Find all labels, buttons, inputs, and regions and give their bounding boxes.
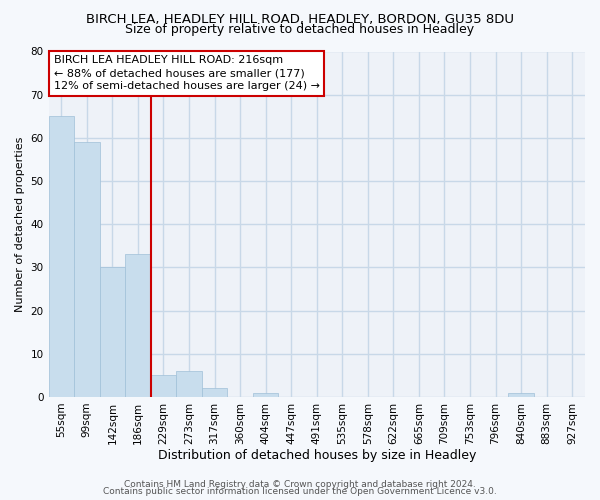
Text: BIRCH LEA, HEADLEY HILL ROAD, HEADLEY, BORDON, GU35 8DU: BIRCH LEA, HEADLEY HILL ROAD, HEADLEY, B… [86, 12, 514, 26]
X-axis label: Distribution of detached houses by size in Headley: Distribution of detached houses by size … [158, 450, 476, 462]
Bar [253, 392, 278, 397]
Bar [151, 376, 176, 397]
Bar [49, 116, 74, 397]
Bar [125, 254, 151, 397]
Bar [202, 388, 227, 397]
Bar [74, 142, 100, 397]
Text: Contains public sector information licensed under the Open Government Licence v3: Contains public sector information licen… [103, 487, 497, 496]
Text: Size of property relative to detached houses in Headley: Size of property relative to detached ho… [125, 22, 475, 36]
Text: BIRCH LEA HEADLEY HILL ROAD: 216sqm
← 88% of detached houses are smaller (177)
1: BIRCH LEA HEADLEY HILL ROAD: 216sqm ← 88… [54, 55, 320, 92]
Bar [100, 268, 125, 397]
Text: Contains HM Land Registry data © Crown copyright and database right 2024.: Contains HM Land Registry data © Crown c… [124, 480, 476, 489]
Bar [508, 392, 534, 397]
Bar [176, 371, 202, 397]
Y-axis label: Number of detached properties: Number of detached properties [15, 136, 25, 312]
